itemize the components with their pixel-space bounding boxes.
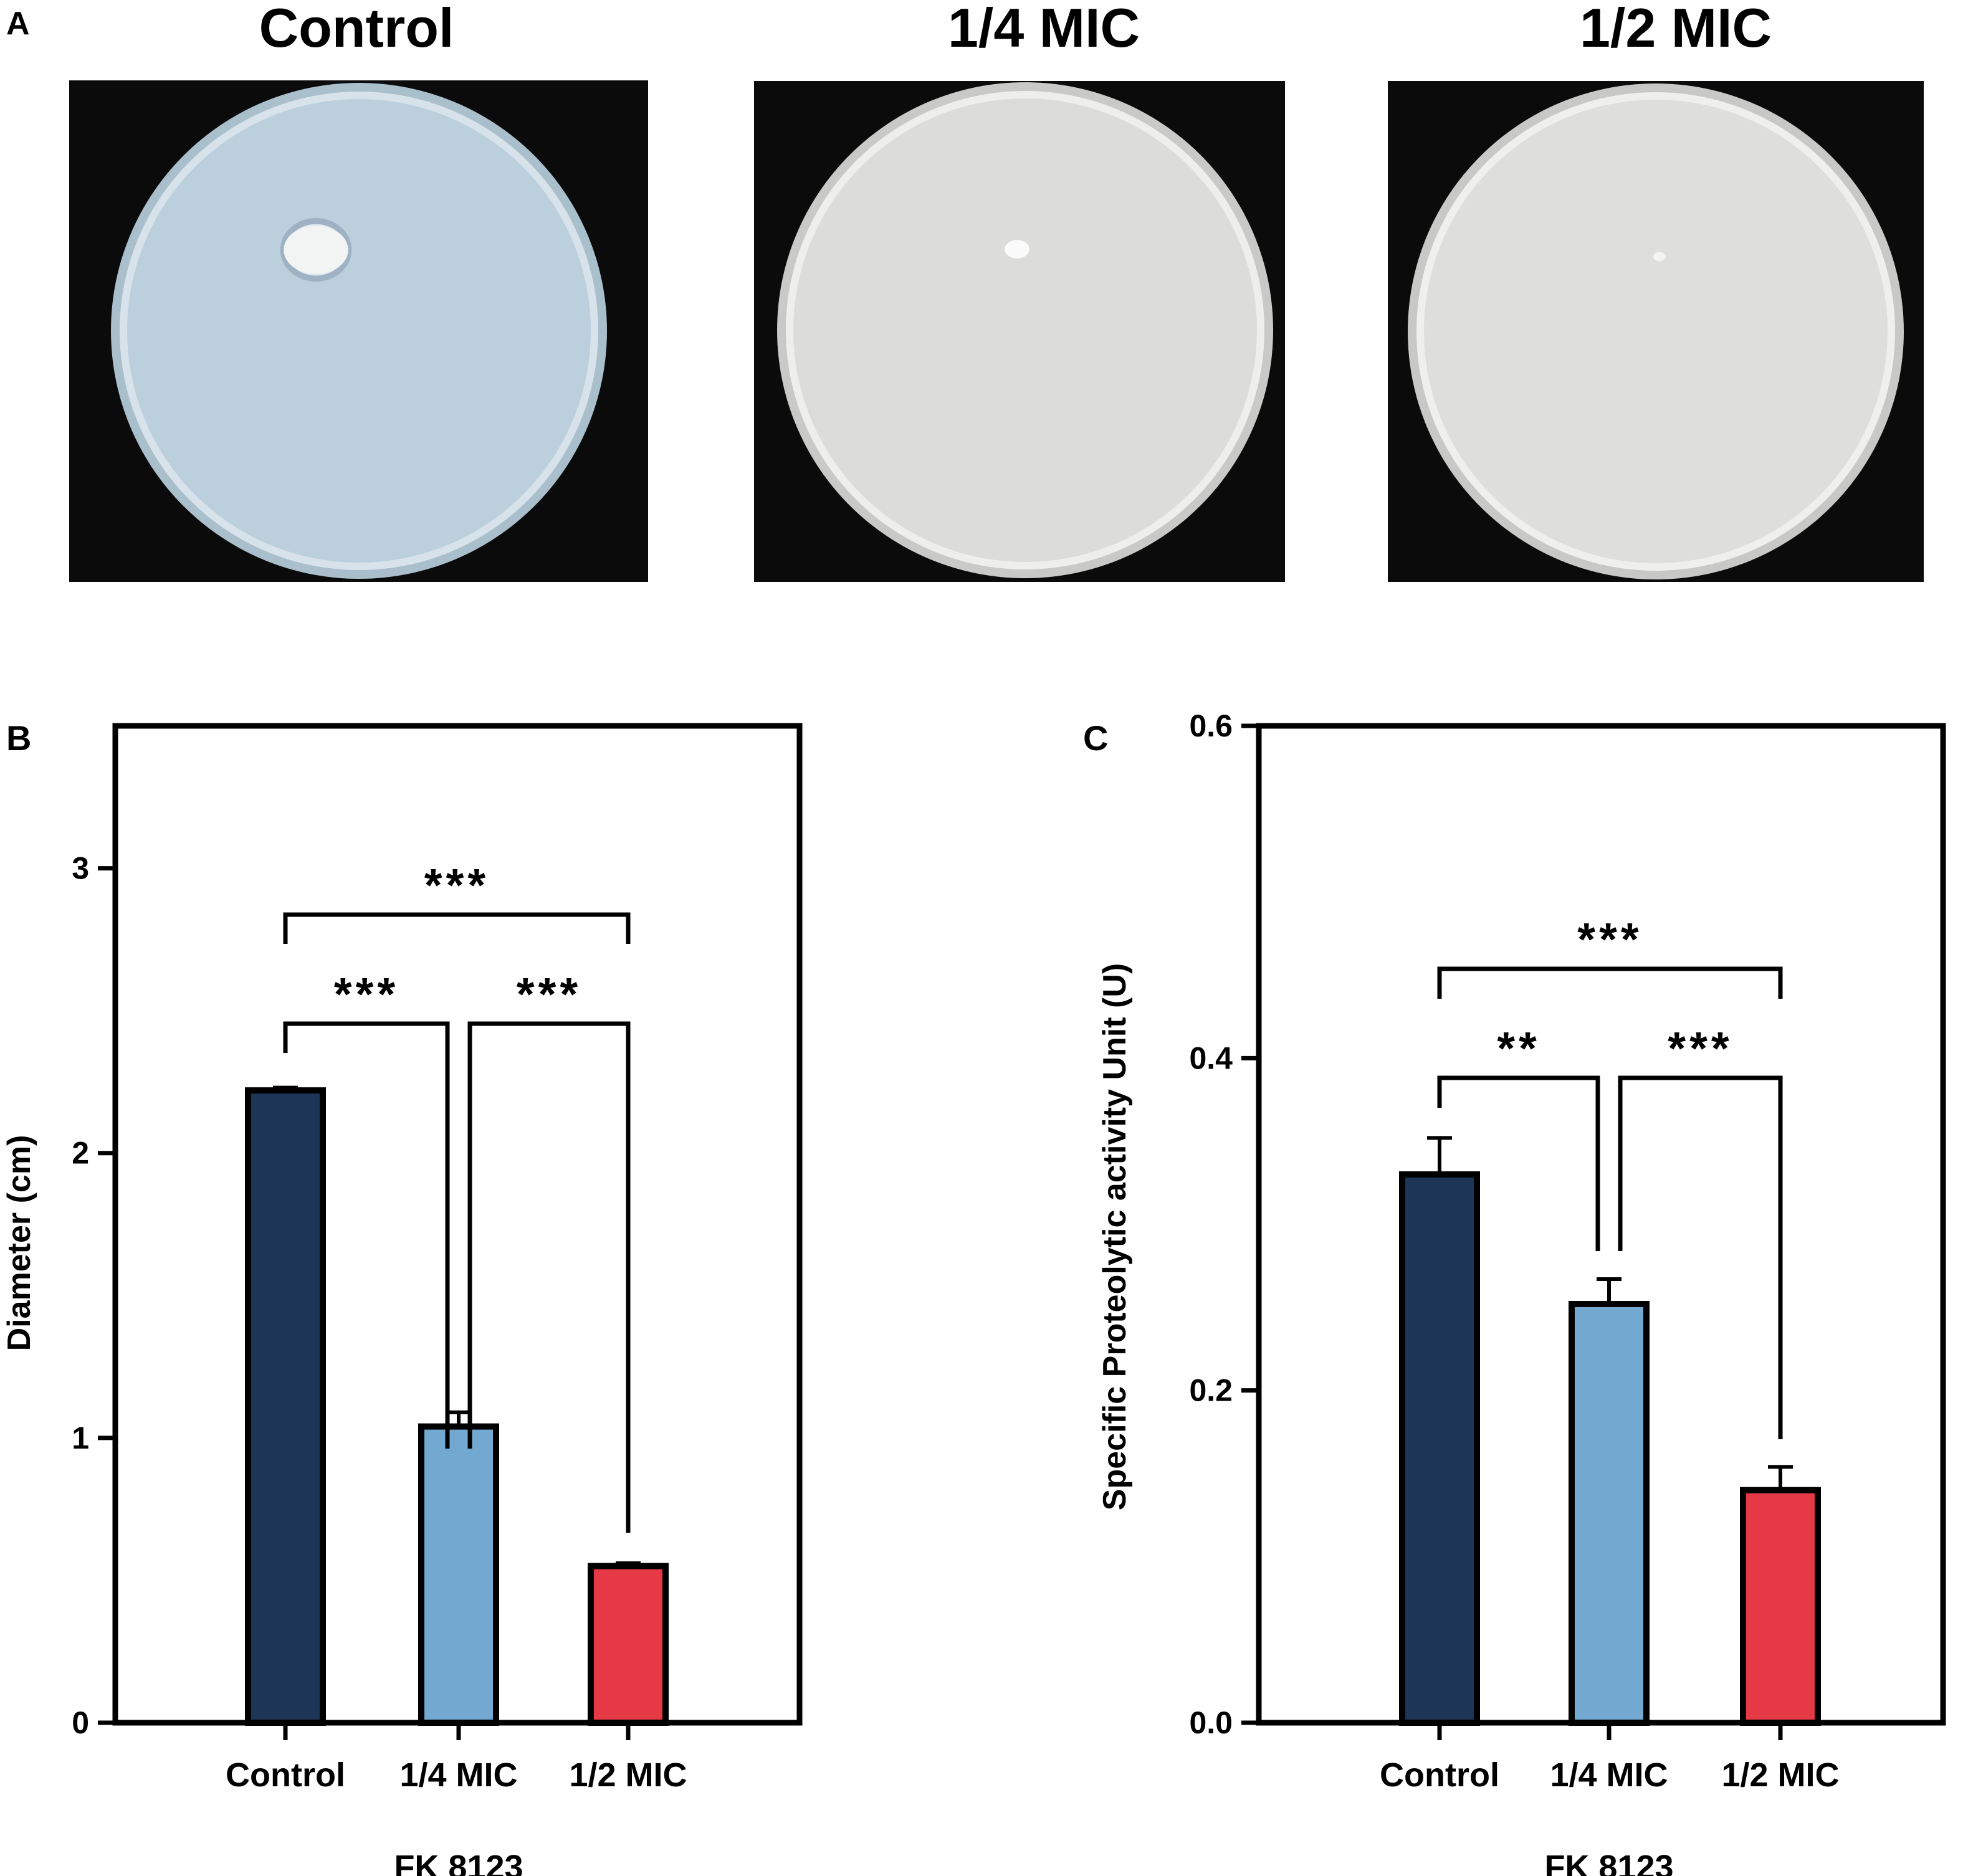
plate-title-control: Control: [259, 0, 454, 59]
x-tick-label: 1/2 MIC: [569, 1756, 687, 1794]
y-tick-label: 3: [72, 851, 89, 886]
panel-a-letter: A: [6, 6, 30, 42]
significance-stars: ***: [517, 968, 581, 1020]
significance-bracket: [283, 1021, 450, 1449]
significance-stars: ***: [424, 859, 489, 911]
plate-photo-half-mic: [1388, 81, 1924, 582]
plate-agar: [127, 99, 591, 563]
y-tick-label: 0: [72, 1705, 89, 1740]
y-tick-label: 1: [72, 1421, 89, 1455]
plate-agar: [793, 98, 1257, 562]
x-axis-label: FK 8123: [394, 1849, 523, 1876]
panel-c-letter: C: [1083, 718, 1109, 758]
plate-quarter-mic-drawing: [777, 82, 1273, 578]
x-tick-label: 1/4 MIC: [399, 1756, 517, 1794]
plate-title-half-mic: 1/2 MIC: [1579, 0, 1772, 59]
significance-bracket: [283, 912, 631, 944]
bar: [418, 1423, 499, 1726]
plate-photo-quarter-mic: [754, 81, 1285, 582]
colony: [284, 226, 348, 274]
plate-control-drawing: [111, 83, 607, 579]
bar: [245, 1087, 326, 1726]
panel-b-letter: B: [6, 718, 32, 758]
y-axis-label: Diameter (cm): [1, 1135, 37, 1351]
plate-half-mic-drawing: [1408, 83, 1904, 579]
significance-bracket: [467, 1021, 631, 1533]
y-tick-label: 2: [72, 1136, 89, 1171]
colony: [1653, 252, 1666, 262]
significance-stars: ***: [334, 968, 399, 1020]
bar: [588, 1563, 669, 1726]
plate-photo-control: [69, 80, 648, 582]
x-tick-label: Control: [226, 1756, 345, 1794]
plate-agar: [1424, 100, 1888, 563]
colony: [1005, 240, 1029, 259]
plate-title-quarter-mic: 1/4 MIC: [947, 0, 1140, 59]
